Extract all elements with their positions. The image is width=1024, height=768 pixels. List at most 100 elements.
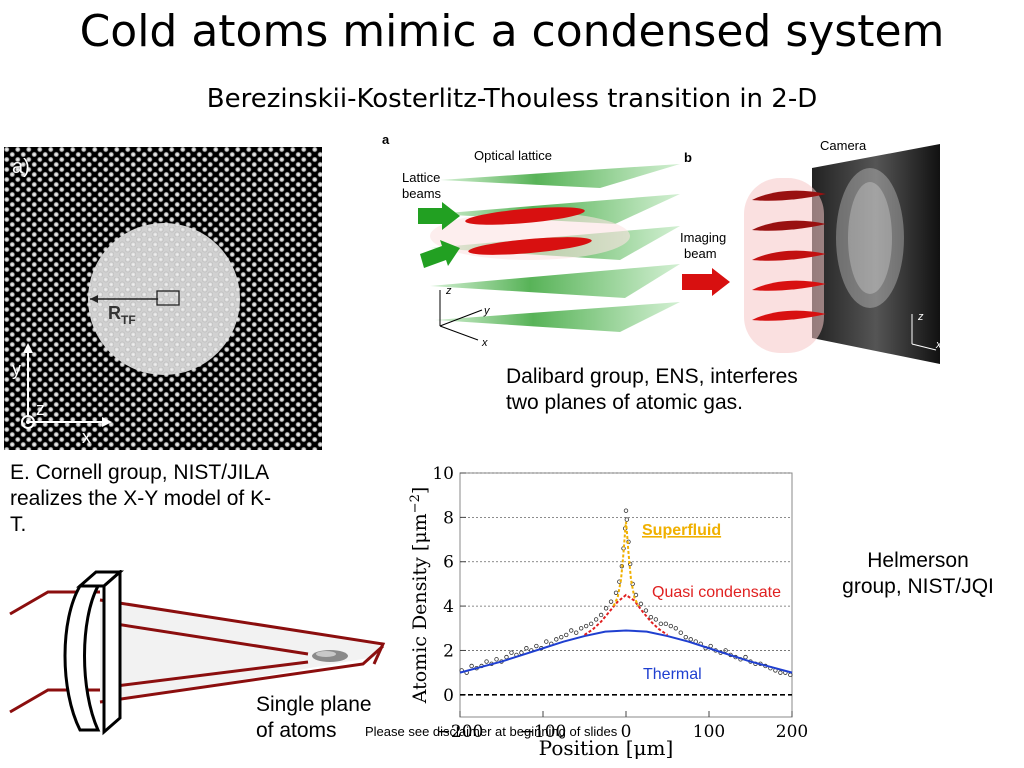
density-profile-chart: 0 2 4 6 8 10 −200 −100 0 100 200 Superfluid Quasi co… xyxy=(408,464,808,760)
data-point xyxy=(554,637,559,642)
camera-screen xyxy=(812,144,940,364)
series-line-thermal xyxy=(459,629,793,674)
lattice-sheet-5 xyxy=(435,302,680,332)
data-point xyxy=(658,621,664,627)
panel-label-a: a) xyxy=(12,156,30,178)
expanding-cloud-3 xyxy=(752,250,826,261)
radius-box xyxy=(156,290,180,306)
data-point xyxy=(778,670,783,675)
atom-plane-2 xyxy=(468,237,592,255)
axis-z-label: z xyxy=(36,399,45,419)
data-point xyxy=(683,634,688,640)
data-point xyxy=(688,637,693,642)
axis-x-label: x xyxy=(82,427,91,447)
lattice-sheet-4 xyxy=(430,264,680,298)
slide-title: Cold atoms mimic a condensed system xyxy=(79,6,945,57)
data-point xyxy=(544,639,549,644)
annotation-superfluid: Superfluid xyxy=(642,522,721,539)
x-tick-label: 200 xyxy=(776,722,808,742)
y-tick-label: 4 xyxy=(443,597,454,617)
annotation-quasi-condensate: Quasi condensate xyxy=(652,584,781,601)
lattice-beam-arrow-2 xyxy=(420,240,460,268)
data-point xyxy=(469,663,474,669)
lower-beam xyxy=(99,644,385,704)
data-point xyxy=(534,643,539,649)
data-point xyxy=(663,621,669,627)
data-point xyxy=(653,617,659,622)
data-point xyxy=(588,621,594,627)
atom-cloud-envelope xyxy=(744,178,824,353)
camera-label: Camera xyxy=(820,138,867,153)
data-point xyxy=(633,592,639,598)
data-point xyxy=(613,590,619,595)
x-tick-label: −100 xyxy=(520,722,567,742)
data-point xyxy=(673,626,678,631)
annotation-thermal: Thermal xyxy=(643,666,702,683)
data-point xyxy=(723,648,728,653)
axis-z-label-a: z xyxy=(445,285,452,297)
single-plane-sketch xyxy=(9,570,386,736)
lattice-sheet-1 xyxy=(440,164,680,188)
panel-b-label: b xyxy=(684,150,692,165)
data-point xyxy=(623,508,629,513)
radius-label: RTF xyxy=(108,303,136,327)
axis-y-label-a: y xyxy=(483,305,491,317)
atom-plane-1 xyxy=(465,207,585,225)
data-point xyxy=(564,632,569,638)
data-point xyxy=(624,517,630,522)
data-point xyxy=(643,608,649,613)
y-tick-label: 10 xyxy=(432,464,454,484)
y-tick-label: 2 xyxy=(443,641,454,661)
upper-beam xyxy=(99,598,386,665)
data-point xyxy=(638,601,644,607)
lattice-beam-arrow-1 xyxy=(418,202,460,230)
y-tick-label: 8 xyxy=(443,508,454,528)
data-point xyxy=(578,626,584,631)
lattice-beams-label: Lattice beams xyxy=(402,170,442,201)
data-point xyxy=(668,623,674,629)
y-tick-label: 0 xyxy=(443,686,454,706)
y-tick-label: 6 xyxy=(443,553,454,573)
beam-wedge xyxy=(100,598,380,704)
data-point xyxy=(573,630,579,635)
imaging-beam-arrow xyxy=(682,268,730,296)
slide-subtitle: Berezinskii-Kosterlitz-Thouless transiti… xyxy=(206,84,818,114)
data-point xyxy=(494,657,499,662)
x-axis-label: Position [μm] xyxy=(539,736,674,760)
caption-cornell: E. Cornell group, NIST/JILA realizes the… xyxy=(10,461,272,536)
expanding-cloud-5 xyxy=(752,310,826,321)
data-point xyxy=(678,630,683,635)
optical-lattice-label: Optical lattice xyxy=(474,148,552,163)
caption-single-plane: Single plane of atoms xyxy=(256,693,372,742)
data-point xyxy=(559,634,564,640)
data-point xyxy=(603,606,609,611)
x-tick-label: −200 xyxy=(437,722,484,742)
dalibard-figure: a Optical lattice Lattice beams z y x b I… xyxy=(382,132,942,364)
y-axis-label: Atomic Density [μm−2] xyxy=(408,487,431,705)
caption-dalibard: Dalibard group, ENS, interferes two plan… xyxy=(506,365,798,414)
expanding-cloud-1 xyxy=(752,190,826,201)
data-point xyxy=(648,614,654,620)
data-point xyxy=(583,623,589,629)
x-tick-label: 0 xyxy=(621,722,632,742)
expanding-cloud-2 xyxy=(752,220,826,231)
data-point xyxy=(608,599,614,604)
disclaimer-text: Please see disclaimer at beginning of sl… xyxy=(365,724,618,739)
axis-x-label-b: x xyxy=(935,339,942,351)
expanding-cloud-4 xyxy=(752,280,826,291)
cylindrical-lens xyxy=(63,584,101,732)
lattice-image: a) RTF y z x xyxy=(4,147,322,450)
axis-x-label-a: x xyxy=(481,337,488,349)
data-point xyxy=(484,659,489,664)
data-point xyxy=(598,612,604,618)
series-line-superfluid xyxy=(612,521,640,607)
axis-z-label-b: z xyxy=(917,311,924,323)
data-point xyxy=(593,617,599,622)
series-line-quasi xyxy=(583,593,669,636)
data-point xyxy=(569,628,574,633)
imaging-beam-label: Imaging beam xyxy=(680,230,726,261)
axis-y-label: y xyxy=(12,359,21,379)
x-tick-label: 100 xyxy=(693,722,725,742)
panel-a-label: a xyxy=(382,132,390,147)
data-point xyxy=(524,646,529,651)
